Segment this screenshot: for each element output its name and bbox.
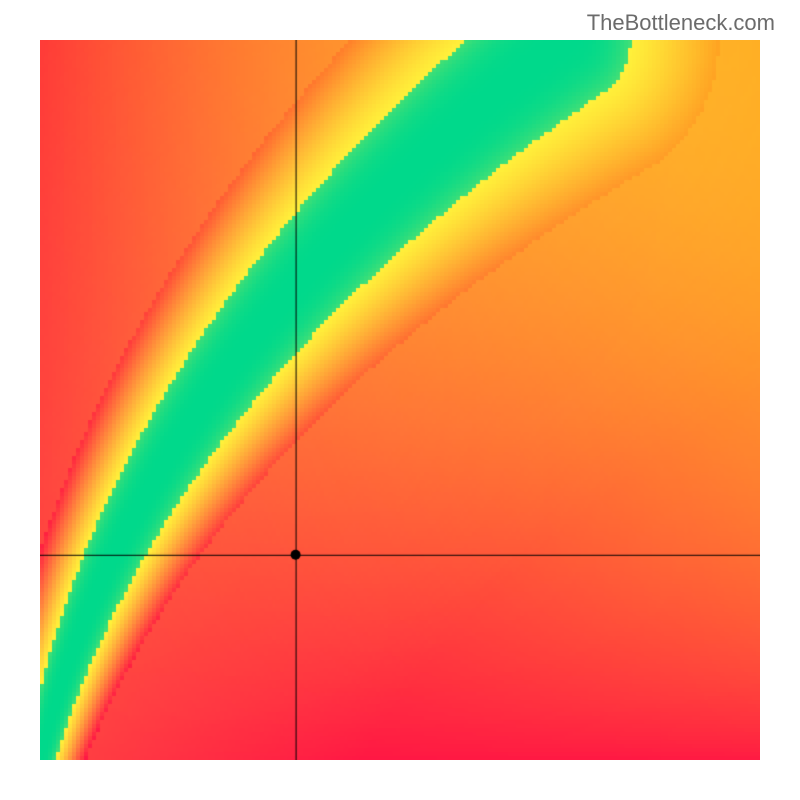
heatmap-canvas bbox=[40, 40, 760, 760]
watermark-text: TheBottleneck.com bbox=[587, 10, 775, 36]
bottleneck-heatmap bbox=[40, 40, 760, 760]
